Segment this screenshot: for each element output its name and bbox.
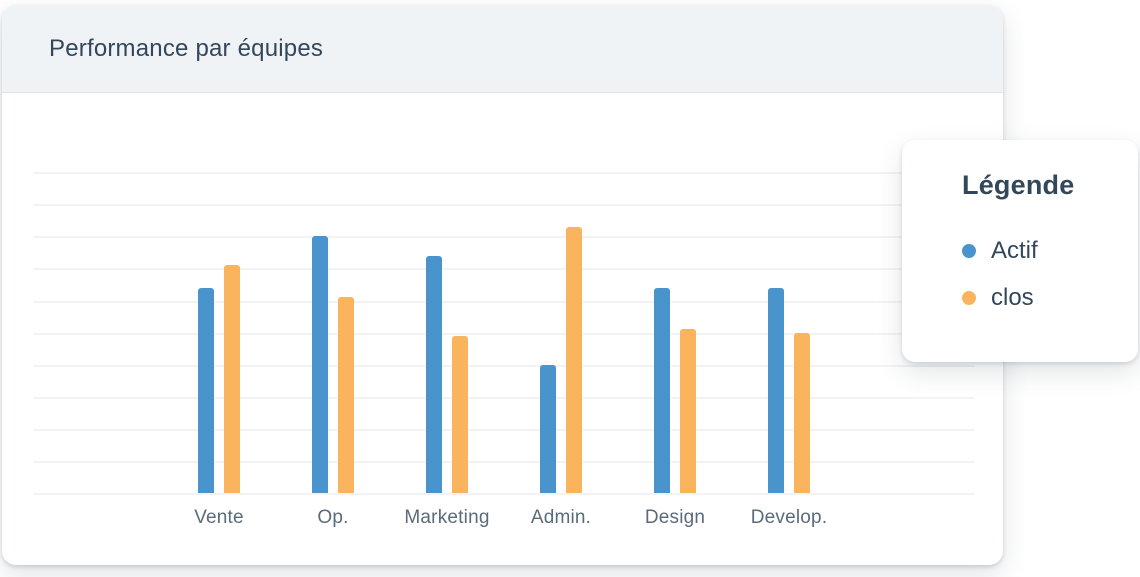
bar-clos-op[interactable] (338, 297, 354, 493)
gridline (33, 268, 975, 270)
bar-actif-develop[interactable] (768, 288, 784, 493)
chart-title: Performance par équipes (49, 34, 324, 62)
legend-item-clos[interactable]: clos (962, 284, 1034, 311)
bar-actif-admin[interactable] (540, 365, 556, 493)
x-axis-label-op: Op. (317, 507, 349, 528)
bar-clos-marketing[interactable] (452, 336, 468, 493)
gridline (33, 493, 975, 495)
x-axis-label-develop: Develop. (750, 507, 828, 528)
x-axis-label-design: Design (644, 507, 706, 528)
chart-card-header: Performance par équipes (2, 5, 1003, 93)
legend-dot-clos-icon (962, 291, 976, 305)
gridline (33, 429, 975, 431)
bar-actif-marketing[interactable] (426, 256, 442, 493)
gridline (33, 172, 975, 174)
gridline (33, 236, 975, 238)
legend-dot-actif-icon (962, 244, 976, 258)
bar-actif-design[interactable] (654, 288, 670, 493)
bar-clos-develop[interactable] (794, 333, 810, 493)
gridline (33, 461, 975, 463)
gridline (33, 365, 975, 367)
x-axis-label-marketing: Marketing (404, 507, 490, 528)
bar-clos-admin[interactable] (566, 227, 582, 493)
legend-card: Légende Actif clos (902, 140, 1138, 362)
gridline (33, 301, 975, 303)
x-axis-label-vente: Vente (194, 507, 244, 528)
x-axis-label-admin: Admin. (530, 507, 592, 528)
legend-label-clos: clos (991, 284, 1034, 311)
bar-clos-design[interactable] (680, 329, 696, 493)
legend-item-actif[interactable]: Actif (962, 237, 1038, 264)
chart-card: Performance par équipes Vente Op. Marketin… (2, 5, 1003, 565)
bar-actif-vente[interactable] (198, 288, 214, 493)
gridline (33, 333, 975, 335)
legend-title: Légende (962, 170, 1075, 200)
bar-actif-op[interactable] (312, 236, 328, 493)
legend-label-actif: Actif (991, 237, 1038, 264)
bar-clos-vente[interactable] (224, 265, 240, 493)
gridline (33, 204, 975, 206)
gridline (33, 397, 975, 399)
